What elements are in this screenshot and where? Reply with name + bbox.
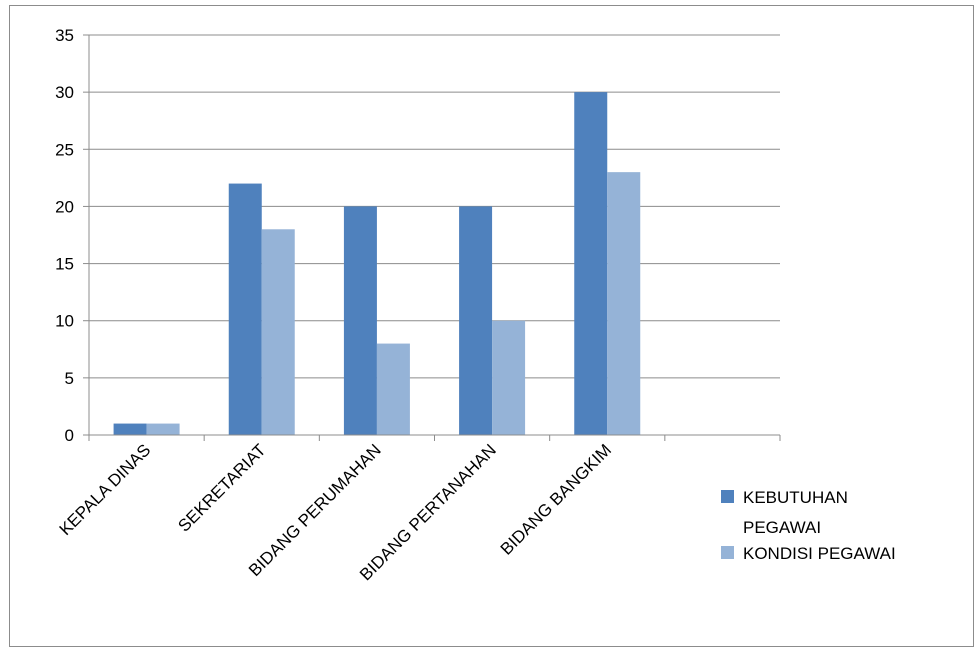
legend-label: KONDISI PEGAWAI bbox=[743, 544, 896, 563]
axes bbox=[83, 34, 781, 441]
y-tick-label: 15 bbox=[55, 255, 74, 274]
legend-swatch bbox=[721, 546, 734, 559]
y-tick-label: 5 bbox=[65, 369, 74, 388]
bar-kebutuhan bbox=[228, 183, 262, 435]
bar-kebutuhan bbox=[343, 206, 377, 435]
bar-kebutuhan bbox=[574, 92, 608, 436]
x-category-label: KEPALA DINAS bbox=[56, 440, 155, 539]
bar-kebutuhan bbox=[113, 423, 147, 435]
bar-kondisi bbox=[492, 320, 526, 435]
bar-kondisi bbox=[261, 229, 295, 435]
bar-kebutuhan bbox=[459, 206, 493, 435]
bars bbox=[113, 92, 641, 436]
bar-kondisi bbox=[376, 343, 410, 435]
gridlines bbox=[89, 34, 780, 379]
y-tick-label: 0 bbox=[65, 426, 74, 445]
bar-kondisi bbox=[607, 172, 641, 435]
y-tick-label: 20 bbox=[55, 197, 74, 216]
x-category-label: SEKRETARIAT bbox=[174, 440, 269, 535]
x-category-label: BIDANG PERTANAHAN bbox=[356, 440, 500, 584]
y-tick-label: 35 bbox=[55, 26, 74, 45]
legend-label: PEGAWAI bbox=[743, 518, 821, 537]
legend-swatch bbox=[721, 490, 734, 503]
legend: KEBUTUHAN PEGAWAI KONDISI PEGAWAI bbox=[721, 488, 896, 563]
y-tick-label: 25 bbox=[55, 140, 74, 159]
y-tick-label: 10 bbox=[55, 312, 74, 331]
bar-kondisi bbox=[146, 423, 180, 435]
legend-label: KEBUTUHAN bbox=[743, 488, 848, 507]
y-tick-label: 30 bbox=[55, 83, 74, 102]
y-tick-labels: 0 5 10 15 20 25 30 35 bbox=[55, 26, 74, 445]
x-category-label: BIDANG PERUMAHAN bbox=[245, 440, 385, 580]
x-category-label: BIDANG BANGKIM bbox=[497, 440, 615, 558]
